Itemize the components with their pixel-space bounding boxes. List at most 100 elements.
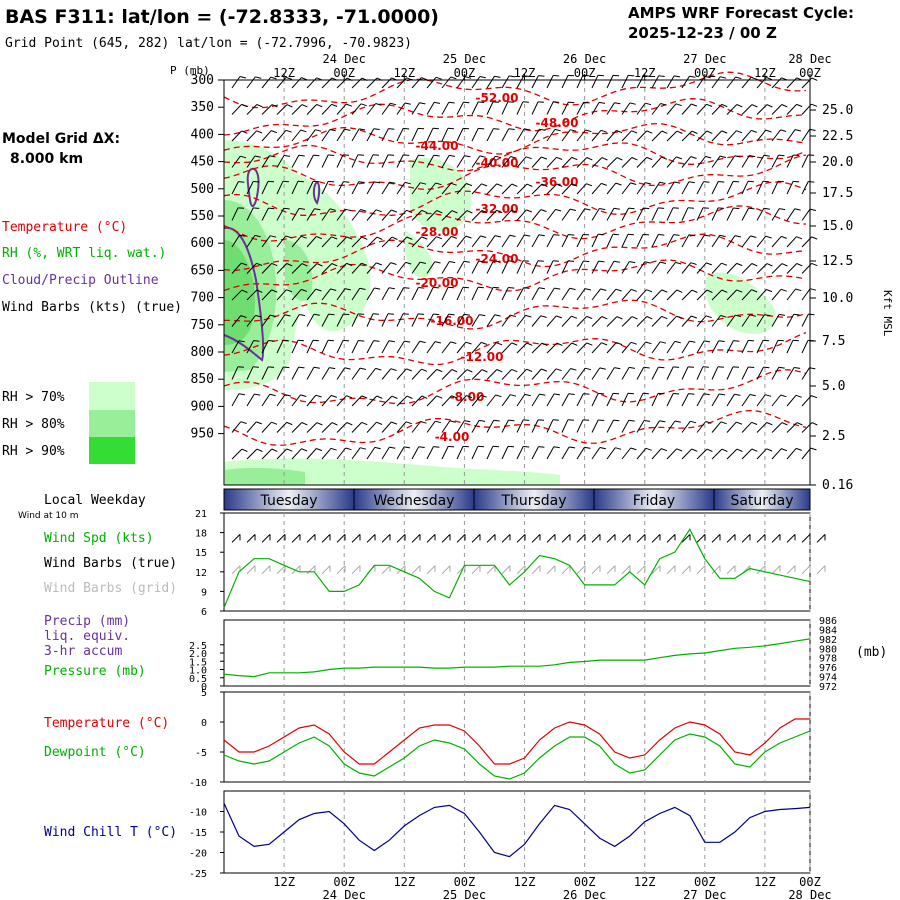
- wind-barb-feather: [749, 394, 756, 397]
- wind-barb: [726, 421, 737, 433]
- accum-label: 3-hr accum: [44, 644, 122, 659]
- wind-barb: [711, 393, 720, 407]
- wind-barb-feather: [403, 287, 410, 289]
- wind-barb-feather: [659, 181, 666, 184]
- wind-barb: [666, 130, 678, 142]
- wind-barb: [336, 340, 344, 354]
- wind-barb-feather: [493, 286, 500, 289]
- wind-barb-feather: [645, 341, 652, 345]
- wind-barb: [456, 101, 464, 115]
- wind-barb: [516, 342, 528, 354]
- wind-barb: [321, 129, 331, 142]
- wind-barb-feather: [570, 129, 577, 132]
- wind-barb-feather: [748, 366, 755, 368]
- wind-barb-feather: [390, 368, 397, 371]
- wind-barb: [321, 208, 331, 221]
- wind-barb-feather: [629, 366, 636, 369]
- temperature-contour: [223, 142, 807, 172]
- y-tick-label: 9: [201, 587, 207, 598]
- wind-barb: [756, 129, 767, 142]
- wind-barb-grid: [786, 565, 796, 575]
- wind-barb: [726, 130, 737, 142]
- wind-barb: [741, 340, 749, 354]
- wind-barb: [426, 236, 437, 248]
- legend-wind: Wind Barbs (kts) (true): [2, 300, 182, 315]
- temperature-contour-label: -32.00: [476, 202, 519, 216]
- wind-barb-feather: [493, 260, 500, 263]
- wind-barb-feather: [388, 340, 395, 343]
- wind-barb-feather: [358, 340, 365, 342]
- wind-barb: [486, 235, 496, 248]
- wind-barb-feather: [688, 181, 695, 184]
- wind-barb-feather: [436, 236, 443, 240]
- wind-barb-feather: [449, 420, 456, 423]
- wind-barb: [471, 235, 481, 248]
- wind-barb: [276, 181, 284, 195]
- top-date-label: 25 Dec: [443, 52, 486, 66]
- wind-barb: [576, 129, 586, 142]
- wind-barb-feather: [418, 446, 425, 448]
- wind-barb-true: [381, 534, 391, 543]
- wind-barb: [441, 369, 453, 380]
- wind-barb-feather: [328, 313, 335, 316]
- wind-barb-feather: [346, 262, 353, 267]
- wind-barb-grid: [696, 565, 706, 575]
- wind-barb-true: [426, 534, 436, 543]
- wind-barb: [621, 393, 629, 407]
- wind-barb-feather: [523, 419, 530, 421]
- wind-barb: [771, 366, 780, 380]
- wind-barb: [231, 421, 242, 433]
- wind-barb-feather: [346, 422, 353, 426]
- wind-barb: [771, 154, 780, 168]
- wind-barb-feather: [808, 181, 815, 183]
- wind-barb: [471, 287, 479, 301]
- wind-barb: [441, 261, 450, 274]
- wind-barb: [261, 289, 272, 301]
- wind-barb-feather: [538, 75, 545, 77]
- wind-barb: [606, 234, 614, 248]
- wind-barb: [276, 207, 285, 221]
- wind-barb: [756, 235, 767, 248]
- wind-barb: [546, 342, 558, 354]
- pressure-tick-label: 650: [191, 263, 214, 278]
- wind-barb-feather: [420, 182, 427, 185]
- wind-barb-feather: [344, 288, 352, 291]
- wind-barb-true: [306, 534, 316, 543]
- wind-barb-feather: [493, 128, 500, 130]
- wind-barb-feather: [703, 393, 710, 396]
- wind-barb: [741, 289, 752, 301]
- wind-barb-feather: [285, 129, 292, 133]
- rh70-label: RH > 70%: [2, 390, 65, 405]
- wind-barb: [246, 130, 257, 142]
- wind-barb-feather: [406, 236, 413, 240]
- wind-barb: [651, 448, 662, 460]
- wind-barb: [786, 181, 794, 195]
- wind-speed-line: [223, 528, 811, 608]
- wind-barb: [546, 419, 554, 433]
- wind-barb-feather: [331, 263, 338, 267]
- wind-barb-feather: [568, 393, 575, 395]
- wind-barb-feather: [691, 448, 698, 452]
- wind-barb: [456, 314, 465, 327]
- wind-barb-feather: [584, 446, 591, 449]
- wind-barb: [666, 262, 676, 274]
- wind-barb-feather: [526, 342, 533, 346]
- wind-barb-feather: [256, 289, 263, 293]
- wind-barb: [411, 368, 422, 380]
- wind-barb-feather: [766, 422, 773, 426]
- panel-frame: [223, 512, 811, 612]
- wind-barb-feather: [598, 419, 605, 421]
- wind-barb-feather: [718, 340, 725, 342]
- wind-barb: [471, 446, 479, 460]
- wind-barb-feather: [674, 181, 681, 184]
- wind-barb: [501, 260, 509, 274]
- wind-barb: [336, 313, 344, 327]
- wind-barb-feather: [736, 130, 743, 134]
- wind-barb-feather: [613, 207, 620, 210]
- wind-barb-feather: [389, 181, 396, 184]
- wind-barb-feather: [511, 342, 518, 346]
- wind-barb-feather: [720, 76, 727, 79]
- wind-barb: [246, 181, 254, 195]
- wind-barb: [351, 447, 361, 460]
- wind-barb: [486, 210, 497, 221]
